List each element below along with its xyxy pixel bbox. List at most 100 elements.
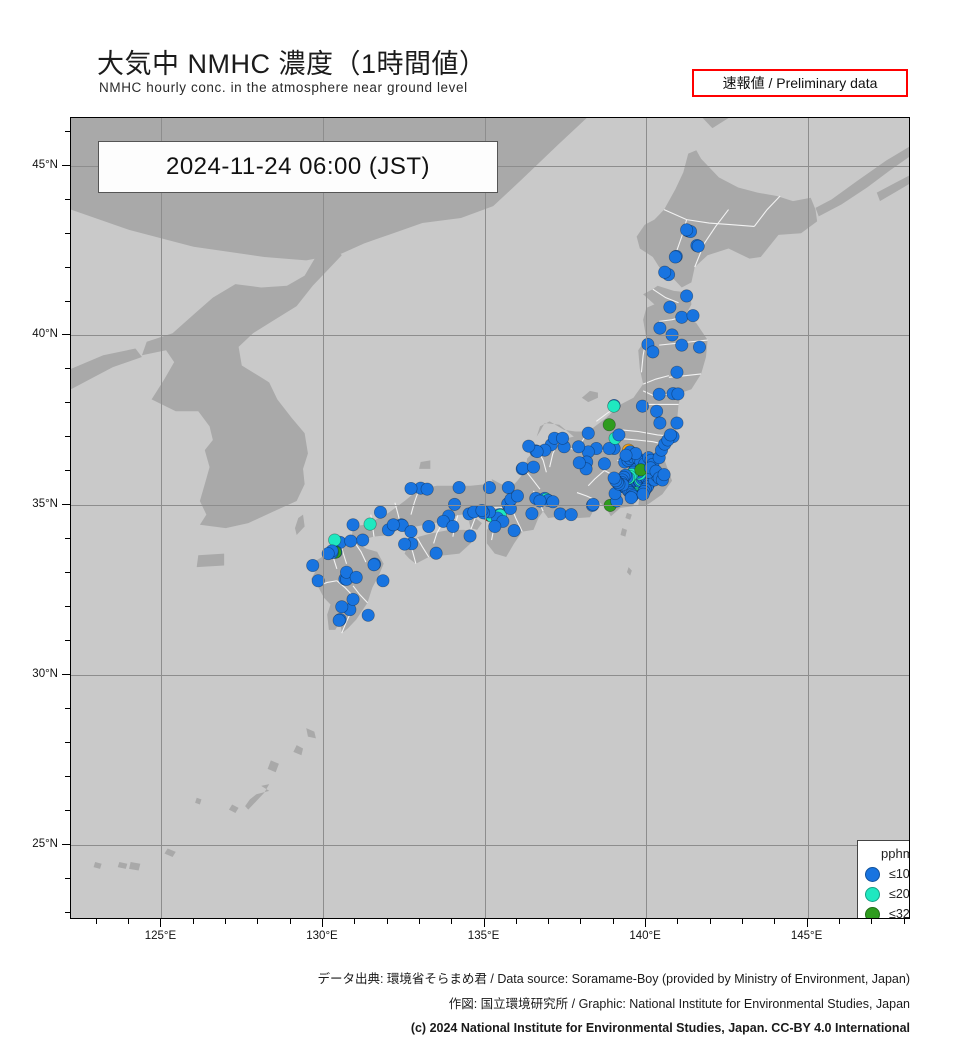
data-point [398, 537, 412, 551]
japan-basemap [71, 118, 909, 871]
axis-tick-minor-y [65, 776, 70, 778]
data-point [546, 495, 560, 509]
axis-tick-minor-x [742, 919, 743, 924]
data-point [646, 345, 660, 359]
legend: pphmC ≤10≤20≤32≤50≤100≤3000 [857, 840, 910, 919]
axis-label-y: 35°N [32, 498, 58, 511]
data-point [572, 456, 586, 470]
footer-copyright: (c) 2024 National Institute for Environm… [410, 1021, 910, 1035]
axis-tick-x [645, 919, 647, 927]
axis-tick-y [62, 674, 70, 676]
legend-item-label: ≤32 [889, 907, 910, 919]
timestamp-label: 2024-11-24 06:00 (JST) [98, 141, 498, 193]
data-point [653, 416, 667, 430]
axis-label-x: 140°E [629, 930, 661, 942]
axis-label-x: 145°E [790, 930, 823, 942]
data-point [572, 440, 586, 454]
axis-tick-minor-y [65, 572, 70, 574]
axis-tick-minor-y [65, 640, 70, 642]
graticule-line-lon [484, 118, 486, 918]
data-point [361, 608, 375, 622]
data-point [680, 289, 694, 303]
axis-tick-minor-y [65, 538, 70, 540]
axis-tick-minor-y [65, 402, 70, 404]
graticule-line-lon [323, 118, 324, 918]
data-point [533, 494, 547, 508]
axis-tick-minor-y [65, 436, 70, 438]
axis-tick-x [322, 919, 323, 927]
axis-tick-minor-x [225, 919, 227, 924]
page-subtitle: NMHC hourly conc. in the atmosphere near… [99, 80, 468, 95]
data-point [346, 592, 360, 606]
data-point [306, 558, 320, 573]
axis-tick-minor-y [65, 606, 70, 608]
footer-graphic-credit: 作図: 国立環境研究所 / Graphic: National Institut… [448, 997, 910, 1011]
legend-swatch-icon [865, 886, 880, 902]
data-point [346, 518, 360, 532]
data-point [624, 491, 638, 505]
axis-tick-minor-x [192, 919, 194, 924]
axis-tick-x [806, 919, 808, 927]
axis-tick-minor-x [354, 919, 356, 924]
data-point [597, 457, 611, 471]
data-point [658, 265, 672, 279]
axis-tick-minor-y [65, 198, 70, 200]
axis-tick-minor-x [257, 919, 259, 924]
data-point [607, 471, 621, 485]
data-point [668, 250, 682, 264]
data-point [671, 387, 685, 401]
data-point [482, 480, 496, 495]
axis-tick-minor-x [871, 919, 873, 924]
legend-item: ≤20 [858, 884, 909, 904]
data-point [553, 507, 567, 521]
axis-label-x: 130°E [306, 930, 338, 942]
axis-label-x: 125°E [144, 930, 177, 942]
data-point [675, 310, 689, 324]
axis-tick-minor-x [903, 919, 905, 924]
data-point [670, 365, 684, 379]
data-point [363, 517, 377, 531]
data-point [663, 300, 677, 314]
data-point [602, 441, 616, 456]
data-point [670, 416, 684, 430]
axis-tick-minor-x [95, 919, 97, 924]
axis-tick-minor-y [65, 470, 70, 472]
data-point [663, 428, 678, 442]
axis-label-y: 40°N [32, 328, 58, 341]
data-point [653, 321, 667, 335]
axis-tick-minor-x [515, 919, 517, 924]
graticule-line-lon [646, 118, 648, 918]
axis-tick-y [62, 504, 70, 506]
data-point [586, 497, 600, 511]
axis-tick-minor-y [65, 742, 70, 744]
data-point [311, 574, 325, 588]
data-point [404, 481, 418, 496]
legend-item: ≤10 [858, 864, 910, 884]
graticule-line-lat [71, 335, 909, 337]
data-point [501, 480, 515, 495]
data-point [635, 399, 649, 413]
data-point [680, 223, 694, 237]
data-point [332, 613, 346, 627]
data-point [429, 546, 443, 560]
data-point [607, 399, 621, 413]
legend-item: ≤32 [858, 904, 910, 919]
axis-tick-x [483, 919, 485, 927]
graticule-line-lat [71, 505, 909, 507]
axis-tick-minor-y [65, 266, 70, 268]
data-point [404, 525, 418, 539]
data-point [448, 497, 462, 511]
axis-tick-minor-y [65, 130, 70, 132]
map-plot-area[interactable]: 2024-11-24 06:00 (JST) pphmC ≤10≤20≤32≤5… [70, 117, 910, 919]
legend-swatch-icon [865, 906, 880, 918]
axis-tick-minor-x [289, 919, 291, 924]
data-point [452, 480, 466, 495]
legend-title: pphmC [881, 846, 909, 861]
data-point [488, 519, 502, 534]
data-point [686, 309, 700, 323]
data-point [356, 533, 370, 547]
axis-tick-minor-x [418, 919, 420, 924]
legend-item-label: ≤10 [889, 867, 910, 881]
data-point [422, 519, 436, 534]
data-point [344, 534, 358, 548]
